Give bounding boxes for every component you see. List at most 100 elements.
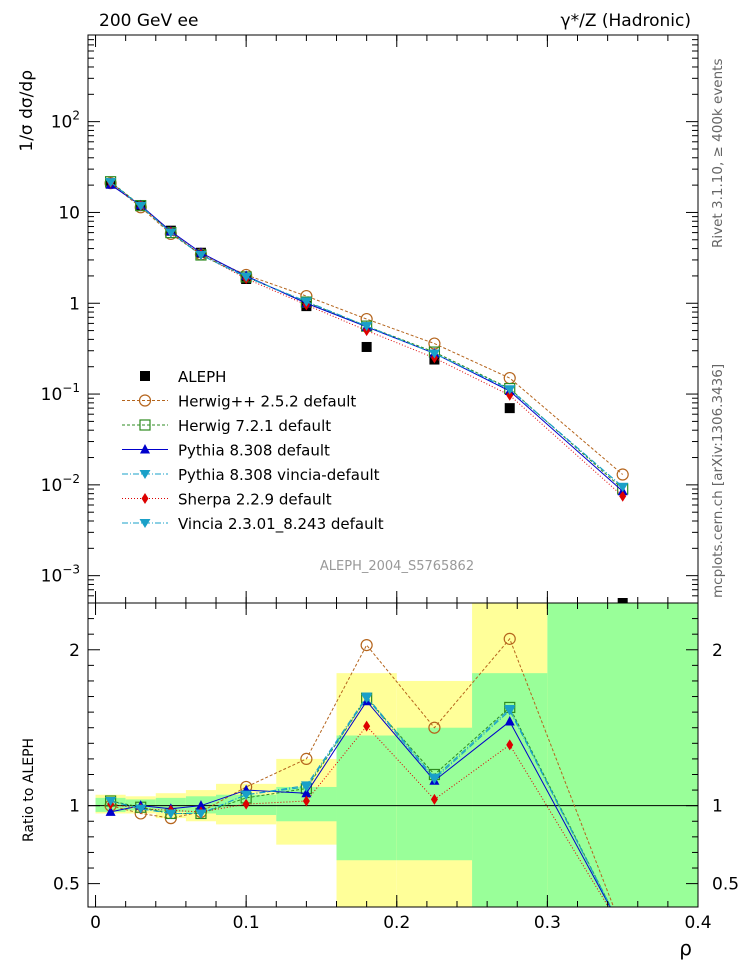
x-axis-label: ρ xyxy=(679,936,692,960)
legend-marker-herwig-2-5-2-default xyxy=(138,394,152,407)
main-y-tick-exponent: −3 xyxy=(62,563,80,577)
ratio-herwig-2-5-2-default-point xyxy=(503,632,516,645)
legend-label-aleph: ALEPH xyxy=(178,368,226,386)
main-y-tick-base: 10 xyxy=(41,385,63,405)
vincia-2-3-01-8-243-default-point xyxy=(361,322,373,332)
vincia-2-3-01-8-243-default-point xyxy=(428,349,440,359)
legend-label-sherpa-2-2-9-default: Sherpa 2.2.9 default xyxy=(178,491,332,509)
legend-marker-vincia-2-3-01-8-243-default xyxy=(139,519,151,528)
main-y-axis-label: 1/σ dσ/dρ xyxy=(17,70,37,152)
vincia-2-3-01-8-243-default-point xyxy=(195,250,207,260)
ratio-panel: 0 0.1 0.2 0.3 0.40.5 0.51 12 2 Ratio to ALEPH ρ xyxy=(21,602,739,960)
sherpa-2-2-9-default-point xyxy=(506,389,514,401)
ratio-vincia-2-3-01-8-243-default-point xyxy=(300,782,312,792)
main-y-tick-exponent: −1 xyxy=(62,381,80,395)
ratio-y-tick-label-right: 0.5 xyxy=(712,875,739,895)
herwig-2-5-2-default-point xyxy=(616,468,629,481)
main-y-tick-label: 10−2 xyxy=(41,472,80,496)
legend-marker-aleph xyxy=(140,371,150,381)
ratio-y-tick-label: 0.5 xyxy=(53,875,80,895)
main-y-tick-label: 10 xyxy=(58,203,80,223)
ratio-vincia-2-3-01-8-243-default-point xyxy=(135,804,147,814)
ratio-y-tick-label: 1 xyxy=(69,797,80,817)
vincia-2-3-01-8-243-default-point xyxy=(135,201,147,211)
ratio-frame xyxy=(87,602,699,908)
ratio-x-tick-label: 0.2 xyxy=(383,913,410,933)
ratio-vincia-2-3-01-8-243-default-line xyxy=(110,697,612,908)
ratio-vincia-2-3-01-8-243-default-point xyxy=(240,790,252,800)
ratio-vincia-2-3-01-8-243-default-point xyxy=(428,775,440,785)
main-y-tick-base: 10 xyxy=(41,567,63,587)
main-y-tick-exponent: −2 xyxy=(62,472,80,486)
vincia-2-3-01-8-243-default-point xyxy=(240,272,252,282)
legend-marker-sherpa-2-2-9-default xyxy=(141,493,149,504)
legend-label-pythia-8-308-default: Pythia 8.308 default xyxy=(178,442,330,460)
legend-marker-pythia-8-308-default xyxy=(140,444,150,454)
legend-label-vincia-2-3-01-8-243-default: Vincia 2.3.01_8.243 default xyxy=(178,515,384,534)
ratio-sherpa-2-2-9-default-point xyxy=(242,798,250,810)
ratio-herwig-2-5-2-default-point xyxy=(300,752,313,765)
main-y-tick-base: 10 xyxy=(51,113,73,133)
ratio-y-tick-label-right: 2 xyxy=(712,641,723,661)
ratio-x-tick-label: 0.4 xyxy=(684,913,711,933)
ratio-herwig-7-2-1-default-line xyxy=(110,697,612,908)
ratio-stat-band xyxy=(547,603,698,907)
main-y-tick-exponent: 2 xyxy=(72,109,80,123)
header-left-title: 200 GeV ee xyxy=(99,11,198,31)
ratio-y-tick-label: 2 xyxy=(69,641,80,661)
main-y-tick-label: 102 xyxy=(51,109,80,133)
vincia-2-3-01-8-243-default-point xyxy=(504,385,516,395)
ratio-x-tick-label: 0 xyxy=(90,913,101,933)
ratio-y-tick-label-right: 1 xyxy=(712,797,723,817)
ratio-stat-band xyxy=(336,735,397,861)
ratio-sherpa-2-2-9-default-point xyxy=(506,739,514,751)
legend-marker-herwig-7-2-1-default xyxy=(139,419,151,431)
ratio-vincia-2-3-01-8-243-default-point xyxy=(195,809,207,819)
legend-label-herwig-2-5-2-default: Herwig++ 2.5.2 default xyxy=(178,393,356,411)
ratio-sherpa-2-2-9-default-point xyxy=(430,793,438,805)
ratio-x-tick-label: 0.1 xyxy=(233,913,260,933)
main-y-tick-label: 10−1 xyxy=(41,381,80,405)
ratio-pythia-8-308-default-line xyxy=(110,700,611,908)
ratio-vincia-2-3-01-8-243-default-point xyxy=(361,694,373,704)
legend-marker-pythia-8-308-vincia-default xyxy=(139,470,151,479)
ratio-sherpa-2-2-9-default-line xyxy=(110,725,609,908)
ratio-sherpa-2-2-9-default-point xyxy=(363,720,371,732)
aleph-point xyxy=(361,341,372,352)
legend-label-herwig-7-2-1-default: Herwig 7.2.1 default xyxy=(178,417,331,435)
header-right-title: γ*/Z (Hadronic) xyxy=(561,11,691,31)
herwig-2-5-2-default-line xyxy=(110,182,624,475)
ratio-sherpa-2-2-9-default-point xyxy=(302,795,310,807)
legend-label-pythia-8-308-vincia-default: Pythia 8.308 vincia-default xyxy=(178,466,380,484)
analysis-watermark: ALEPH_2004_S5765862 xyxy=(320,559,474,574)
mcplots-label: mcplots.cern.ch [arXiv:1306.3436] xyxy=(710,364,726,598)
legend: ALEPH Herwig++ 2.5.2 default Herwig 7.2.1 … xyxy=(122,368,384,534)
ratio-vincia-2-3-01-8-243-default-point xyxy=(165,809,177,819)
main-y-tick-base: 10 xyxy=(41,476,63,496)
vincia-2-3-01-8-243-default-point xyxy=(300,297,312,307)
main-y-tick-base: 10 xyxy=(58,203,80,223)
ratio-herwig-2-5-2-default-line xyxy=(110,637,615,908)
vincia-2-3-01-8-243-default-point xyxy=(165,228,177,238)
aleph-point xyxy=(504,403,515,414)
ratio-pythia-8-308-default-point xyxy=(105,806,116,816)
vincia-2-3-01-8-243-default-point xyxy=(105,178,117,188)
sherpa-2-2-9-default-point xyxy=(619,490,627,502)
ratio-x-tick-label: 0.3 xyxy=(534,913,561,933)
ratio-pythia-8-308-default-point xyxy=(195,800,206,810)
ratio-herwig-2-5-2-default-point xyxy=(428,721,441,734)
ratio-pythia-8-308-default-point xyxy=(504,715,515,726)
main-y-tick-base: 1 xyxy=(69,294,80,314)
ratio-vincia-2-3-01-8-243-default-point xyxy=(105,796,117,806)
ratio-pythia-8-308-default-point xyxy=(301,787,312,798)
vincia-2-3-01-8-243-default-point xyxy=(617,482,629,492)
ratio-vincia-2-3-01-8-243-default-point xyxy=(504,706,516,716)
ratio-y-axis-label: Ratio to ALEPH xyxy=(21,738,37,842)
herwig-7-2-1-default-line xyxy=(110,181,624,490)
main-y-tick-label: 10−3 xyxy=(41,563,80,587)
main-y-tick-label: 1 xyxy=(69,294,80,314)
rivet-label: Rivet 3.1.10, ≥ 400k events xyxy=(710,59,726,249)
ratio-herwig-2-5-2-default-point xyxy=(360,638,373,652)
vincia-2-3-01-8-243-default-line xyxy=(110,181,624,488)
